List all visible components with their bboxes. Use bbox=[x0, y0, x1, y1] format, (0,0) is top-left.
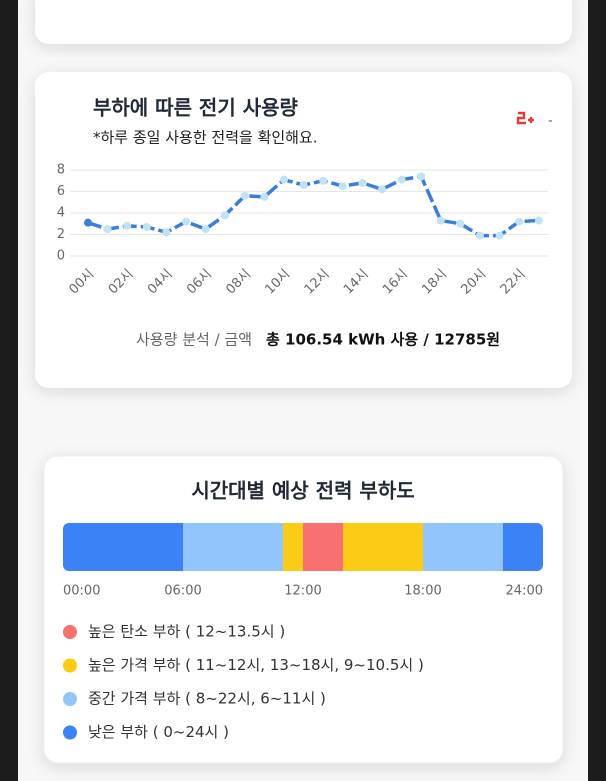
point bbox=[515, 217, 524, 226]
y-tick-label: 6 bbox=[57, 184, 65, 199]
point bbox=[84, 218, 92, 227]
plug-icon bbox=[516, 111, 534, 125]
point bbox=[162, 228, 171, 237]
load-segment bbox=[423, 523, 503, 571]
load-segment bbox=[63, 523, 183, 571]
point bbox=[299, 181, 308, 190]
legend-label: 높은 탄소 부하 ( 12~13.5시 ) bbox=[88, 623, 285, 641]
card bbox=[35, 72, 572, 388]
y-tick-label: 2 bbox=[57, 227, 65, 242]
y-tick-label: 0 bbox=[57, 249, 65, 264]
load-segment bbox=[183, 523, 283, 571]
point bbox=[397, 175, 406, 184]
point bbox=[260, 192, 269, 201]
point bbox=[103, 225, 112, 234]
y-tick-label: 4 bbox=[57, 206, 65, 221]
card-subtitle: *하루 종일 사용한 전력을 확인해요. bbox=[93, 129, 318, 147]
legend-swatch bbox=[63, 658, 77, 673]
card-title: 부하에 따른 전기 사용량 bbox=[93, 96, 298, 120]
point bbox=[319, 176, 328, 185]
point bbox=[280, 175, 288, 184]
load-segment bbox=[303, 523, 343, 571]
legend-label: 중간 가격 부하 ( 8~22시, 6~11시 ) bbox=[88, 690, 326, 708]
point bbox=[456, 219, 465, 228]
legend-label: 낮은 부하 ( 0~24시 ) bbox=[88, 723, 229, 741]
point bbox=[417, 172, 426, 181]
point bbox=[201, 225, 210, 234]
load-segment bbox=[343, 523, 423, 571]
card bbox=[35, 0, 572, 44]
point bbox=[436, 216, 445, 225]
x-tick-label: 24:00 bbox=[506, 584, 543, 599]
status-text: - bbox=[548, 114, 553, 129]
legend-swatch bbox=[63, 692, 77, 706]
point bbox=[358, 178, 367, 187]
card-title: 시간대별 예상 전력 부하도 bbox=[191, 479, 414, 503]
load-segment bbox=[503, 523, 543, 571]
x-tick-label: 00:00 bbox=[63, 584, 100, 599]
legend-label: 높은 가격 부하 ( 11~12시, 13~18시, 9~10.5시 ) bbox=[88, 656, 424, 674]
point bbox=[495, 231, 504, 240]
x-tick-label: 06:00 bbox=[164, 584, 201, 599]
summary-label: 사용량 분석 / 금액 bbox=[136, 331, 252, 349]
legend-swatch bbox=[63, 625, 77, 639]
summary-value: 총 106.54 kWh 사용 / 12785원 bbox=[266, 331, 500, 349]
point bbox=[476, 231, 484, 240]
y-tick-label: 8 bbox=[57, 163, 65, 178]
point bbox=[221, 211, 230, 220]
legend-swatch bbox=[63, 725, 77, 740]
x-tick-label: 12:00 bbox=[284, 584, 321, 599]
x-tick-label: 18:00 bbox=[404, 584, 441, 599]
load-segment bbox=[283, 523, 303, 571]
point bbox=[123, 221, 132, 230]
point bbox=[240, 191, 249, 200]
point bbox=[534, 216, 543, 225]
point bbox=[182, 217, 190, 226]
point bbox=[338, 182, 347, 191]
point bbox=[378, 185, 386, 194]
point bbox=[142, 222, 151, 231]
